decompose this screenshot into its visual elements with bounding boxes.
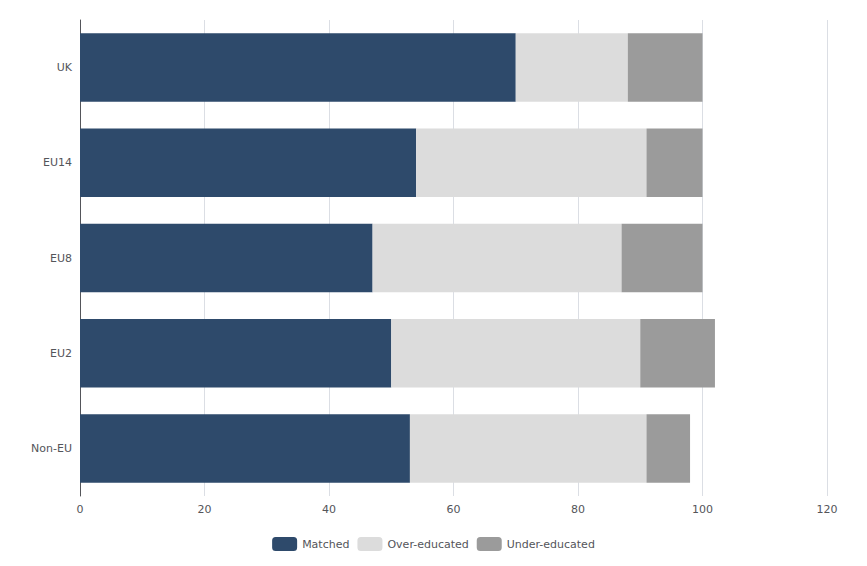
- svg-text:0: 0: [77, 503, 84, 516]
- svg-text:UK: UK: [57, 61, 73, 74]
- svg-text:EU2: EU2: [50, 347, 72, 360]
- svg-text:Non-EU: Non-EU: [31, 442, 72, 455]
- svg-text:120: 120: [817, 503, 838, 516]
- svg-text:EU14: EU14: [43, 156, 72, 169]
- svg-text:Under-educated: Under-educated: [507, 538, 595, 551]
- svg-text:60: 60: [447, 503, 461, 516]
- svg-text:EU8: EU8: [50, 252, 72, 265]
- svg-text:Matched: Matched: [302, 538, 349, 551]
- svg-text:80: 80: [571, 503, 585, 516]
- svg-text:40: 40: [322, 503, 336, 516]
- svg-text:Over-educated: Over-educated: [387, 538, 468, 551]
- svg-text:100: 100: [692, 503, 713, 516]
- svg-text:20: 20: [198, 503, 212, 516]
